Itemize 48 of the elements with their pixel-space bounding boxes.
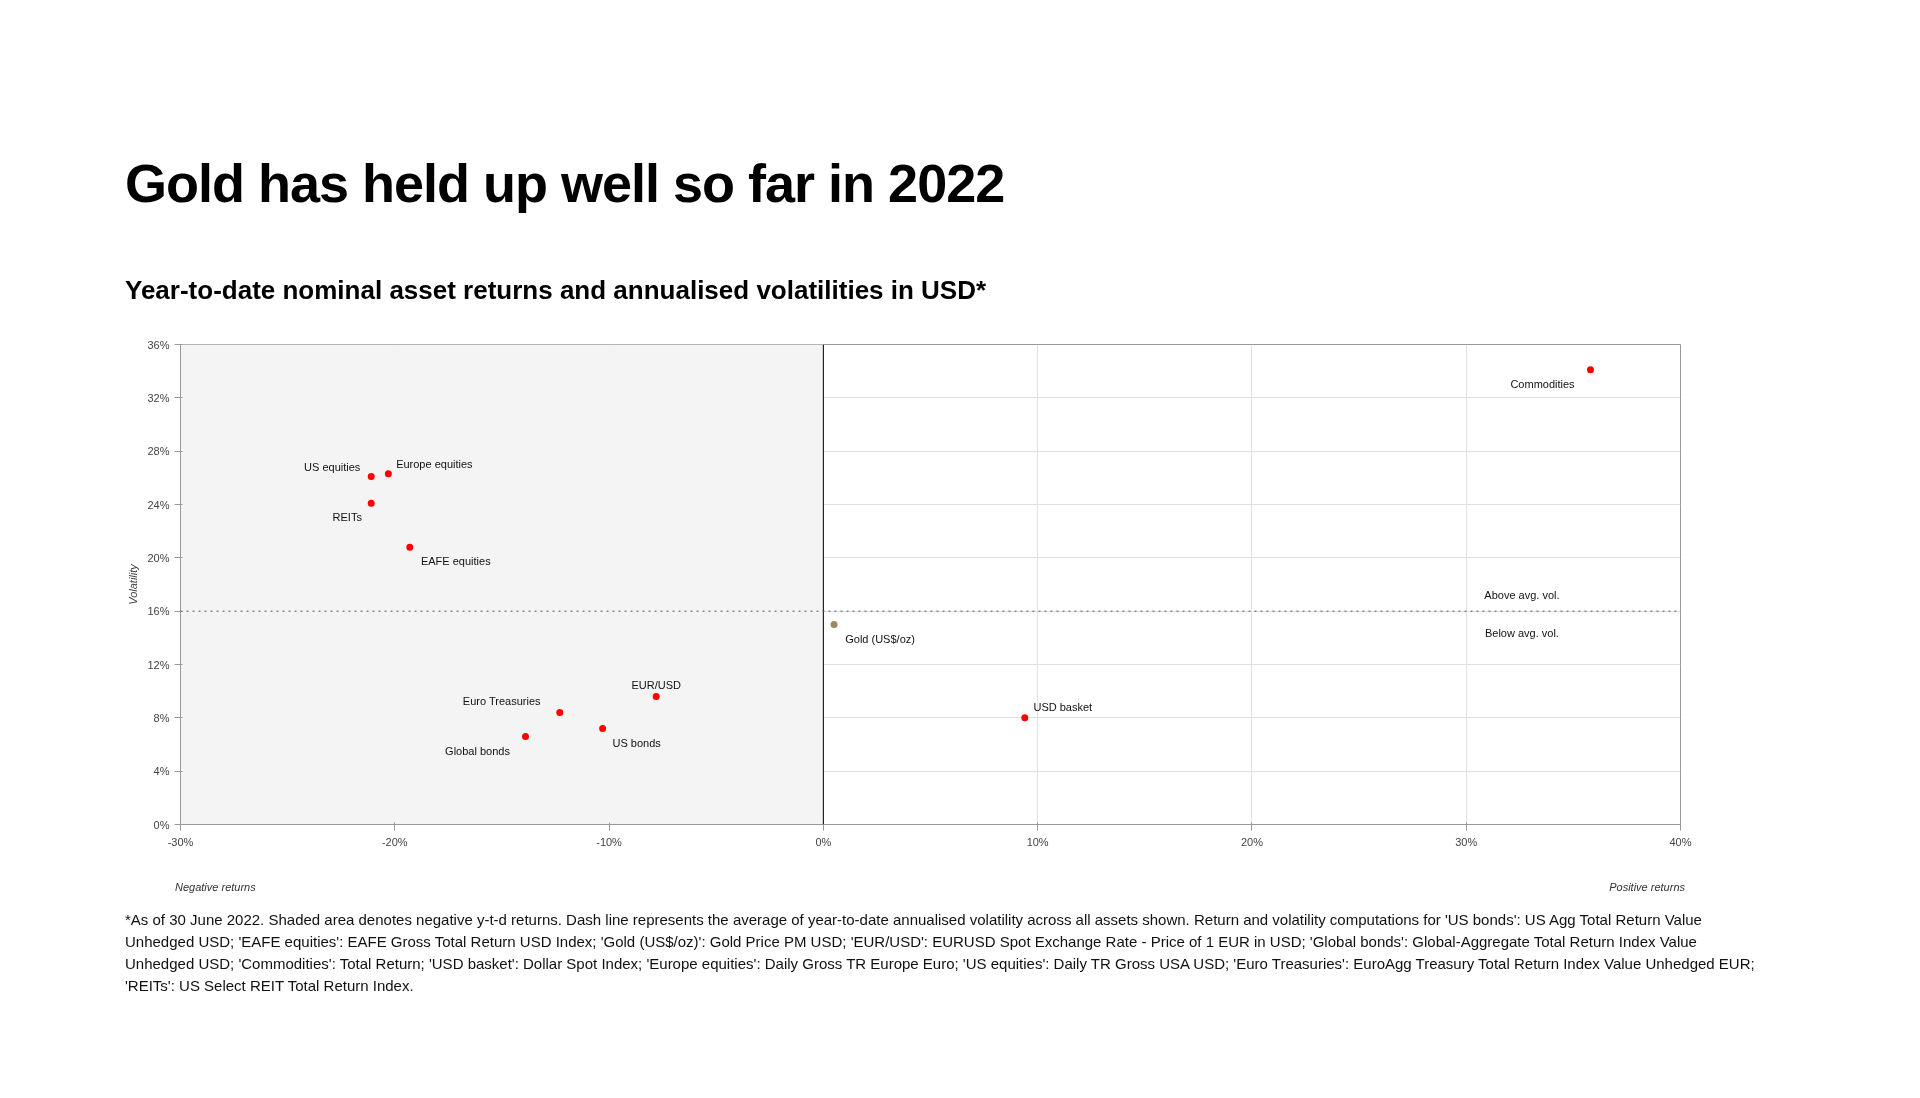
- y-tick-label: 12%: [147, 658, 170, 671]
- annotation: Europe equities: [396, 458, 474, 471]
- x-tick-label: 0%: [815, 835, 832, 848]
- x-tick-label: 20%: [1240, 835, 1264, 848]
- y-tick-label: 24%: [147, 498, 170, 511]
- annotation: REITs: [332, 511, 363, 524]
- point: [1021, 714, 1029, 722]
- y-tick-label: 0%: [153, 818, 170, 831]
- point: [1587, 366, 1594, 374]
- annotation: USD basket: [1033, 701, 1093, 714]
- text: Negative returns: [175, 880, 256, 896]
- x-tick-label: 40%: [1669, 835, 1692, 848]
- annotation: Euro Treasuries: [462, 694, 542, 707]
- point: [406, 543, 414, 551]
- chart-subtitle: Year-to-date nominal asset returns and annualised volatilities in USD*: [125, 274, 987, 308]
- y-axis-title: Volatility: [127, 563, 140, 606]
- annotation: Below avg. vol.: [1484, 627, 1559, 640]
- annotation: Global bonds: [445, 744, 511, 757]
- y-tick-label: 8%: [153, 712, 170, 725]
- annotation: EUR/USD: [631, 678, 682, 691]
- annotation: Commodities: [1510, 378, 1576, 391]
- point: [522, 733, 529, 741]
- annotation: US bonds: [612, 736, 662, 749]
- y-tick-label: 16%: [147, 605, 170, 618]
- point: [367, 499, 375, 507]
- point: [830, 621, 838, 629]
- x-tick-label: -30%: [167, 835, 194, 848]
- point: [652, 693, 660, 701]
- x-tick-label: -10%: [596, 835, 623, 848]
- annotation: Gold (US$/oz): [845, 632, 915, 645]
- chart-title: Gold has held up well so far in 2022: [125, 152, 1005, 215]
- y-tick-label: 32%: [147, 392, 170, 405]
- annotation: EAFE equities: [420, 555, 492, 568]
- x-tick-label: -20%: [381, 835, 408, 848]
- annotation: US equities: [304, 460, 361, 473]
- text: Positive returns: [1609, 880, 1685, 896]
- y-tick-label: 28%: [147, 445, 170, 458]
- point: [384, 470, 392, 478]
- y-tick-label: 20%: [147, 552, 170, 565]
- point: [599, 725, 607, 733]
- point: [367, 473, 375, 481]
- x-tick-label: 10%: [1026, 835, 1049, 848]
- point: [556, 709, 564, 717]
- text: *As of 30 June 2022. Shaded area denotes negative y-t-d returns. Dash line represents the average of year-to-date annualised volatility across all assets shown. Return and volatility computations for 'US bonds': US Agg Total Return Value Unhedged USD; 'EAFE equities': EAFE Gross Total Return USD Index; 'Gold (US$/oz)': Gold Price PM USD; 'EUR/USD': EURUSD Spot Exchange Rate - Price of 1 EUR in USD; 'Global bonds': Global-Aggregate Total Return Index Value Unhedged USD; 'Commodities': Total Return; 'USD basket': Dollar Spot Index; 'Europe equities': Daily Gross TR Europe Euro; 'US equities': Daily TR Gross USA USD; 'Euro Treasuries': EuroAgg Treasury Total Return Index Value Unhedged EUR; 'REITs': US Select REIT Total Return Index.: [125, 910, 1756, 996]
- annotation: Above avg. vol.: [1484, 589, 1560, 602]
- y-tick-label: 4%: [153, 765, 170, 778]
- y-tick-label: 36%: [147, 338, 170, 351]
- x-tick-label: 30%: [1455, 835, 1478, 848]
